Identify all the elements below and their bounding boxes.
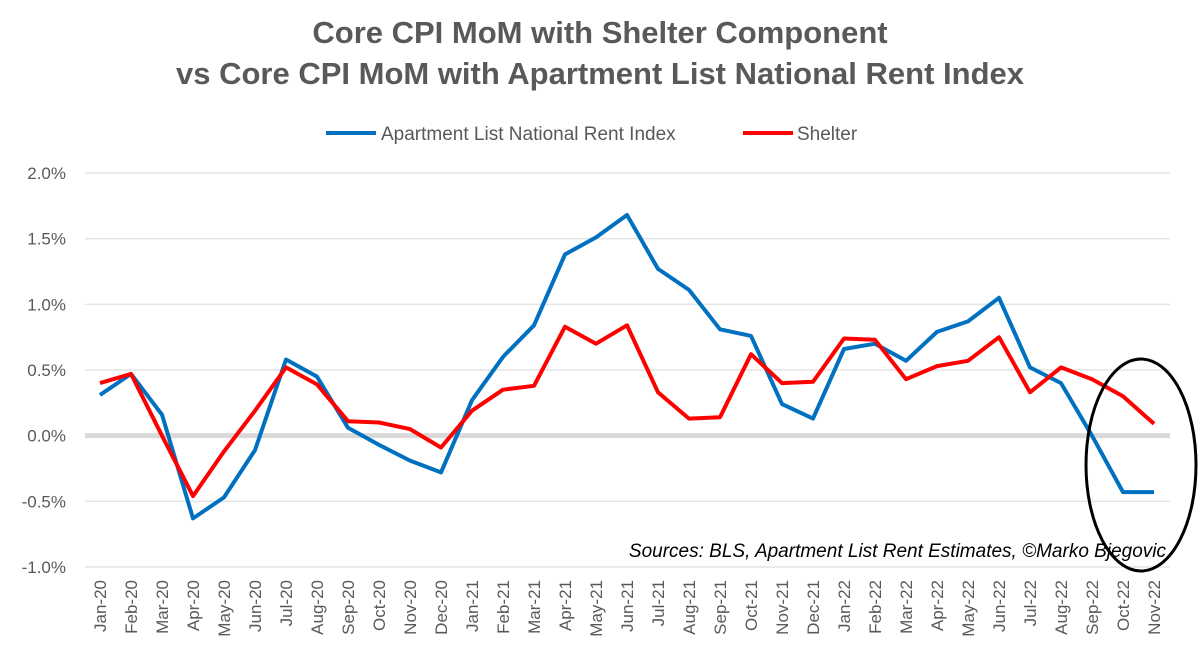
- y-tick-label: -1.0%: [22, 558, 66, 577]
- series-line-shelter: [99, 323, 1156, 499]
- y-tick-label: 1.5%: [27, 230, 66, 249]
- x-tick-label: Jun-21: [618, 580, 637, 632]
- y-tick-label: 2.0%: [27, 164, 66, 183]
- x-tick-label: Feb-22: [866, 580, 885, 634]
- x-tick-label: May-22: [959, 580, 978, 637]
- y-tick-label: -0.5%: [22, 492, 66, 511]
- x-tick-label: Nov-20: [401, 580, 420, 635]
- x-tick-label: Jul-20: [277, 580, 296, 626]
- x-tick-label: Mar-20: [153, 580, 172, 634]
- x-tick-label: Jun-22: [990, 580, 1009, 632]
- chart-title-line-2: vs Core CPI MoM with Apartment List Nati…: [176, 56, 1024, 91]
- legend-label-shelter: Shelter: [797, 124, 858, 145]
- y-tick-label: 1.0%: [27, 295, 66, 314]
- x-tick-label: Aug-20: [308, 580, 327, 635]
- x-tick-label: May-20: [215, 580, 234, 637]
- source-annotation: Sources: BLS, Apartment List Rent Estima…: [629, 541, 1167, 562]
- x-tick-label: Sep-21: [711, 580, 730, 635]
- legend-label-rent-index: Apartment List National Rent Index: [381, 124, 676, 145]
- x-tick-label: Jul-21: [649, 580, 668, 626]
- y-tick-label: 0.0%: [27, 427, 66, 446]
- x-tick-label: Jan-21: [463, 580, 482, 632]
- x-tick-label: Nov-22: [1145, 580, 1164, 635]
- x-tick-label: Jul-22: [1021, 580, 1040, 626]
- x-tick-label: Oct-21: [742, 580, 761, 631]
- x-tick-label: Oct-22: [1114, 580, 1133, 631]
- x-tick-label: Sep-20: [339, 580, 358, 635]
- x-tick-label: Feb-21: [494, 580, 513, 634]
- x-tick-label: Feb-20: [122, 580, 141, 634]
- x-tick-label: Jan-22: [835, 580, 854, 632]
- x-tick-label: Jun-20: [246, 580, 265, 632]
- x-tick-label: May-21: [587, 580, 606, 637]
- x-tick-label: Oct-20: [370, 580, 389, 631]
- x-tick-label: Mar-22: [897, 580, 916, 634]
- chart-title-line-1: Core CPI MoM with Shelter Component: [312, 15, 888, 50]
- x-tick-label: Nov-21: [773, 580, 792, 635]
- series-line-rent-index: [98, 213, 1154, 521]
- x-tick-label: Jan-20: [91, 580, 110, 632]
- y-tick-label: 0.5%: [27, 361, 66, 380]
- x-tick-label: Dec-20: [432, 580, 451, 635]
- x-tick-label: Dec-21: [804, 580, 823, 635]
- x-tick-label: Aug-21: [680, 580, 699, 635]
- x-tick-label: Apr-21: [556, 580, 575, 631]
- x-tick-label: Mar-21: [525, 580, 544, 634]
- x-tick-label: Apr-20: [184, 580, 203, 631]
- x-tick-label: Sep-22: [1083, 580, 1102, 635]
- x-tick-label: Apr-22: [928, 580, 947, 631]
- highlight-ellipse: [1084, 357, 1198, 573]
- x-tick-label: Aug-22: [1052, 580, 1071, 635]
